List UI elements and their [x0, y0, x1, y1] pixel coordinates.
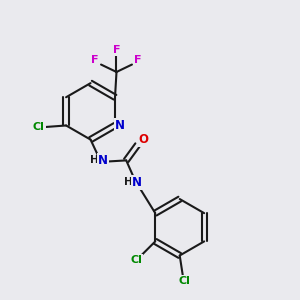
Text: N: N: [115, 119, 124, 132]
Text: H: H: [90, 155, 99, 165]
Text: N: N: [98, 154, 108, 167]
Text: F: F: [91, 56, 99, 65]
Text: Cl: Cl: [130, 255, 142, 265]
Text: N: N: [132, 176, 142, 189]
Text: Cl: Cl: [33, 122, 45, 132]
Text: O: O: [139, 133, 148, 146]
Text: F: F: [134, 56, 142, 65]
Text: H: H: [124, 177, 133, 187]
Text: F: F: [113, 45, 120, 55]
Text: Cl: Cl: [178, 276, 190, 286]
